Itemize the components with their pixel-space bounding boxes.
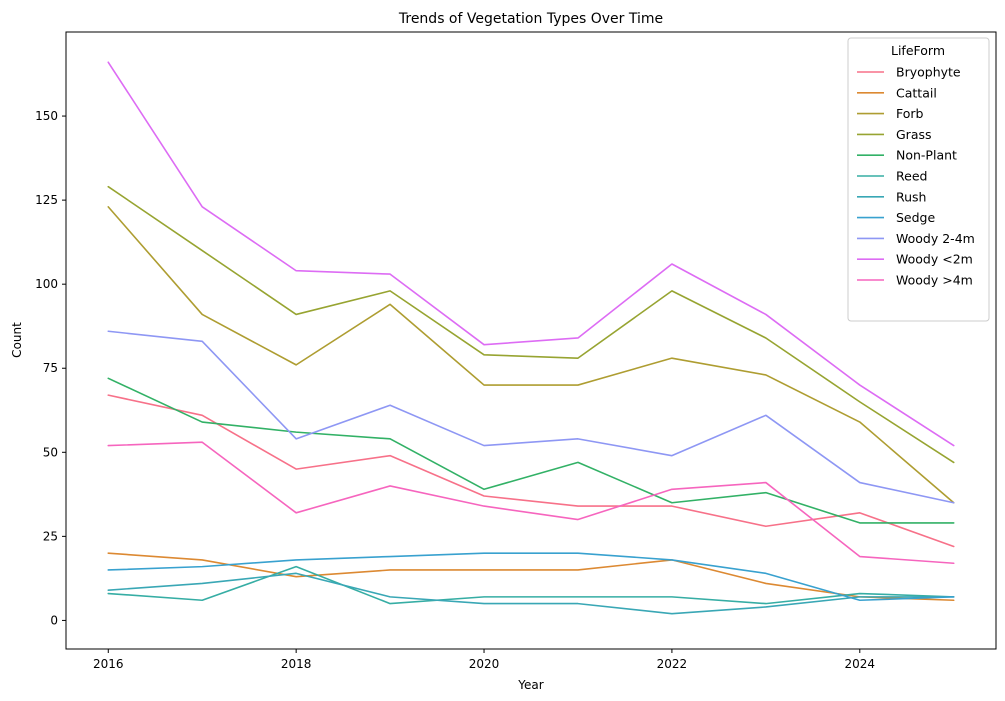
legend-label: Woody <2m <box>896 252 973 267</box>
x-tick-label: 2016 <box>93 657 124 671</box>
legend-label: Rush <box>896 189 926 204</box>
series-line-woody-2m <box>107 61 955 447</box>
y-axis: 0 25 50 75 100 125 150 <box>35 109 66 627</box>
y-tick-label: 100 <box>35 277 58 291</box>
x-axis: 2016 2018 2020 2022 2024 <box>93 649 875 671</box>
y-axis-label: Count <box>10 322 24 358</box>
legend: LifeForm Bryophyte Cattail Forb Grass Non-Pl… <box>847 37 990 322</box>
series-line-bryophyte <box>107 394 955 548</box>
x-axis-label: Year <box>517 678 543 692</box>
x-tick-label: 2018 <box>281 657 312 671</box>
series-line-non-plant <box>107 377 955 524</box>
legend-label: Sedge <box>896 210 935 225</box>
legend-label: Woody 2-4m <box>896 231 975 246</box>
series-line-reed <box>107 565 955 605</box>
series-line-cattail <box>107 552 955 602</box>
legend-label: Cattail <box>896 85 937 100</box>
plot-area <box>65 31 997 650</box>
series-layer <box>107 61 955 615</box>
legend-label: Grass <box>896 127 932 142</box>
y-tick-label: 25 <box>43 529 58 543</box>
series-line-sedge <box>107 552 955 602</box>
legend-label: Bryophyte <box>896 65 961 80</box>
series-line-woody-2-4m <box>107 330 955 504</box>
y-tick-label: 75 <box>43 361 58 375</box>
legend-label: Woody >4m <box>896 273 973 288</box>
chart-title: Trends of Vegetation Types Over Time <box>398 11 663 27</box>
x-tick-label: 2020 <box>469 657 500 671</box>
legend-frame <box>847 37 990 322</box>
y-tick-label: 150 <box>35 109 58 123</box>
y-tick-label: 0 <box>50 613 58 627</box>
legend-label: Forb <box>896 106 924 121</box>
y-tick-label: 125 <box>35 193 58 207</box>
legend-items: Bryophyte Cattail Forb Grass Non-Plant Reed Ru… <box>857 65 975 288</box>
x-tick-label: 2024 <box>845 657 876 671</box>
x-tick-label: 2022 <box>657 657 688 671</box>
y-tick-label: 50 <box>43 445 58 459</box>
legend-label: Non-Plant <box>896 148 957 163</box>
series-line-grass <box>107 185 955 464</box>
legend-title: LifeForm <box>891 43 945 58</box>
legend-label: Reed <box>896 169 927 184</box>
series-line-woody-4m <box>107 441 955 565</box>
series-line-rush <box>107 572 955 615</box>
series-line-forb <box>107 206 955 504</box>
